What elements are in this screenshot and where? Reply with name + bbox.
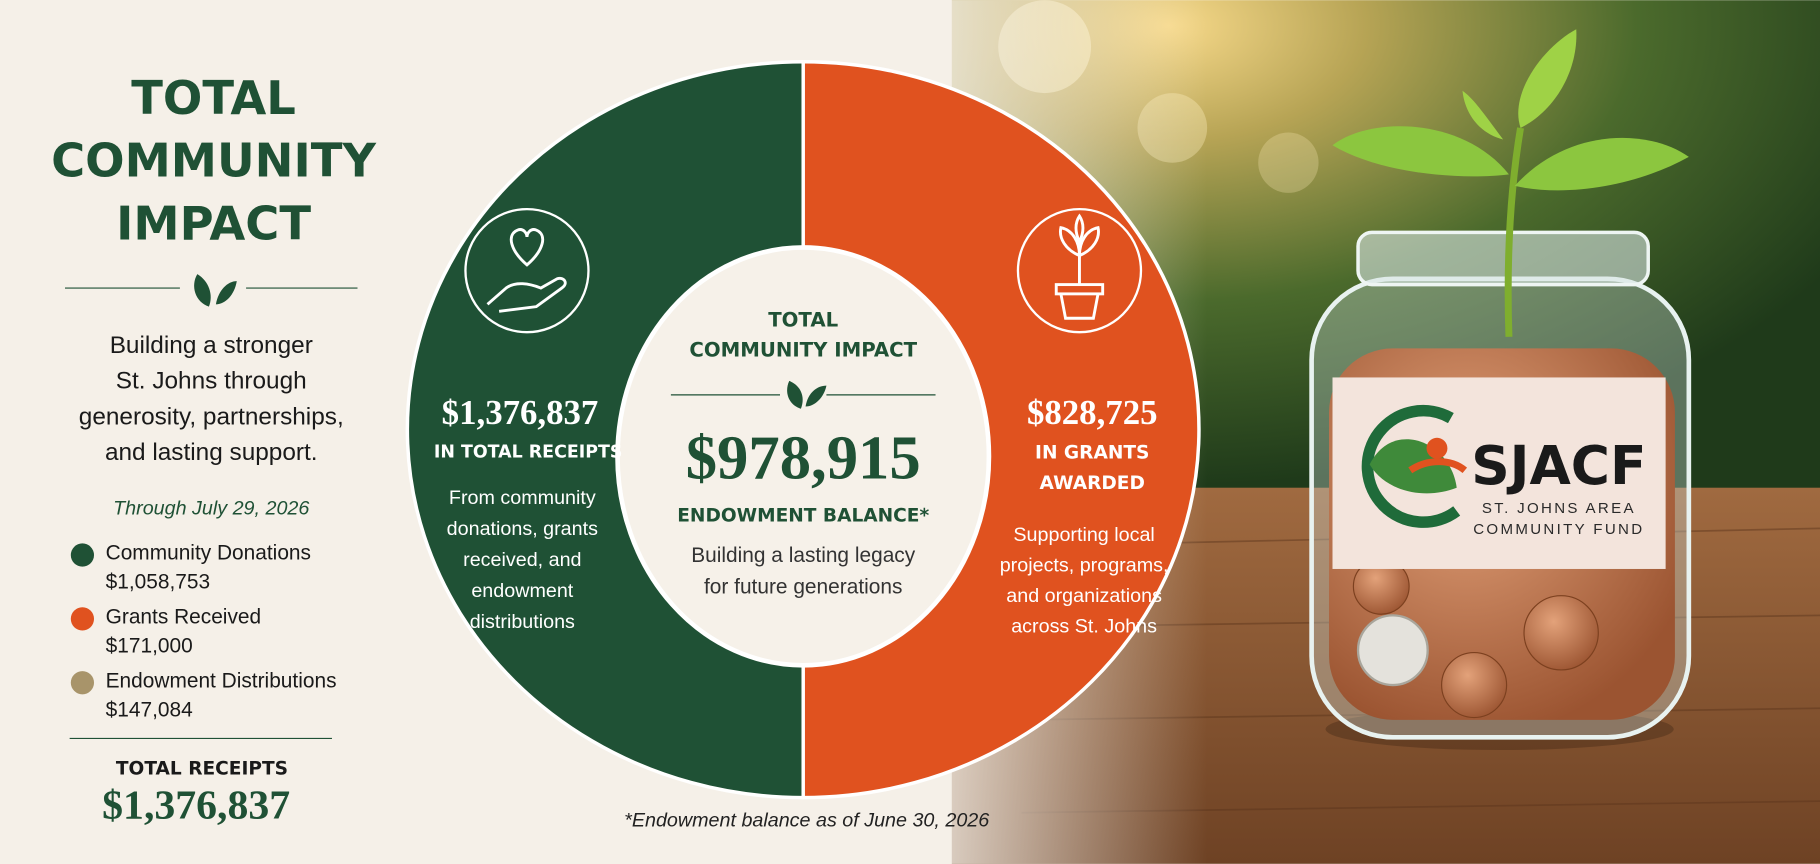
legend-label: Endowment Distributions — [106, 669, 337, 692]
grants-description-line: projects, programs, — [1000, 555, 1169, 577]
legend-amount: $1,058,753 — [106, 571, 210, 594]
icon-ring — [464, 207, 590, 334]
grants-caption: AWARDED — [1040, 473, 1145, 494]
legend-amount: $171,000 — [106, 635, 193, 658]
grants-description-line: and organizations — [1006, 585, 1162, 607]
title: IMPACT — [116, 196, 311, 250]
receipts-description-line: endowment — [471, 580, 573, 602]
receipts-description-line: distributions — [470, 611, 575, 633]
receipts-description-line: From community — [449, 487, 596, 509]
total-value: $1,376,837 — [102, 783, 290, 829]
tagline: Building a stronger St. Johns through gene… — [79, 332, 344, 466]
receipts-description-line: donations, grants — [447, 518, 598, 540]
grants-description-line: across St. Johns — [1011, 616, 1157, 638]
grants-description: Supporting local projects, programs, and o… — [1000, 524, 1169, 638]
total-label: TOTAL RECEIPTS — [116, 758, 288, 779]
plant — [1332, 29, 1689, 337]
receipts-description: From community donations, grants received,… — [447, 487, 598, 633]
grants-description-line: Supporting local — [1013, 524, 1154, 546]
tagline-line: and lasting support. — [105, 439, 318, 466]
center-title: TOTAL — [768, 308, 838, 331]
receipts-caption: IN TOTAL RECEIPTS — [434, 443, 623, 463]
center-amount: $978,915 — [686, 422, 921, 492]
tagline-line: Building a stronger — [110, 332, 313, 359]
leaf-icon — [194, 274, 237, 307]
tagline-line: St. Johns through — [116, 368, 307, 395]
logo-subtitle: ST. JOHNS AREA — [1482, 500, 1636, 517]
center-description: Building a lasting legacy — [691, 544, 916, 567]
center-disc — [615, 245, 992, 668]
receipts-description-line: received, and — [463, 549, 581, 571]
footnote: *Endowment balance as of June 30, 2026 — [624, 810, 989, 832]
legend-amount: $147,084 — [106, 698, 193, 721]
bokeh-light — [1258, 132, 1319, 193]
legend-label: Community Donations — [106, 542, 311, 565]
as-of-date: Through July 29, 2026 — [113, 497, 309, 519]
grants-caption: IN GRANTS — [1035, 443, 1149, 464]
plant-pot-icon — [1054, 213, 1105, 320]
logo-mark — [1361, 404, 1468, 528]
title: COMMUNITY — [51, 134, 377, 188]
receipts-amount: $1,376,837 — [442, 393, 599, 432]
center-caption: ENDOWMENT BALANCE* — [677, 505, 929, 526]
legend-label: Grants Received — [106, 606, 261, 629]
title: TOTAL — [131, 71, 296, 125]
legend-swatch — [70, 543, 95, 567]
heart-hand-icon — [486, 228, 567, 313]
center-title: COMMUNITY IMPACT — [689, 339, 917, 362]
logo-subtitle: COMMUNITY FUND — [1473, 521, 1644, 538]
legend-swatch — [70, 607, 95, 631]
legend-swatch — [70, 671, 95, 695]
center-description: for future generations — [704, 575, 902, 598]
logo-name: SJACF — [1471, 434, 1646, 497]
icon-ring — [1016, 207, 1143, 334]
tagline-line: generosity, partnerships, — [79, 403, 344, 430]
legend: Community Donations $1,058,753 Grants Rece… — [70, 542, 337, 721]
leaf-icon — [787, 380, 827, 409]
grants-amount: $828,725 — [1027, 393, 1158, 432]
